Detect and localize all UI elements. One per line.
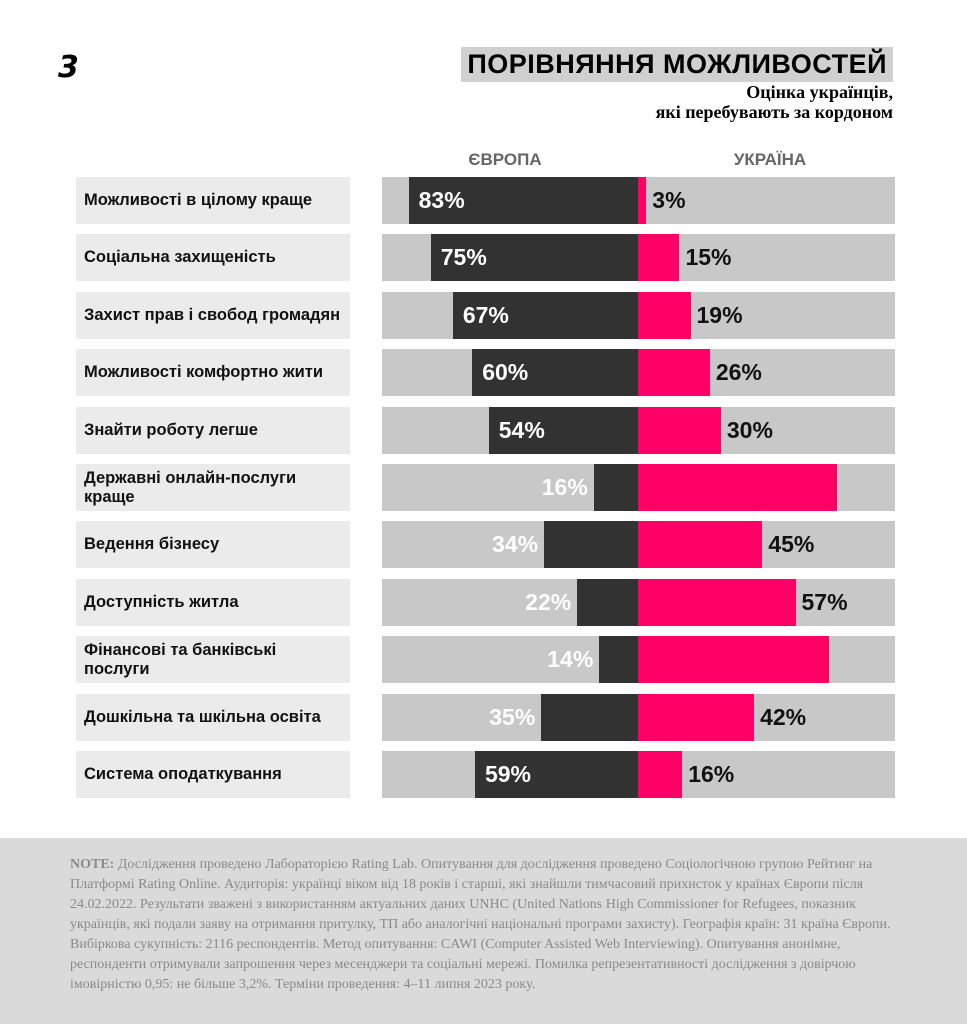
legend-entry: ЄВРОПА xyxy=(468,150,542,169)
legend-entry: УКРАЇНА xyxy=(733,150,807,169)
bar xyxy=(638,349,710,397)
value-label: 15% xyxy=(685,244,732,271)
category-label: Ведення бізнесу xyxy=(76,521,350,569)
bar xyxy=(638,177,647,224)
bar xyxy=(544,521,638,569)
bar xyxy=(638,693,755,741)
subtitle: Оцінка українців, xyxy=(746,82,893,102)
value-label: 42% xyxy=(760,703,807,730)
category-label: Доступність житла xyxy=(76,578,350,626)
note-text: Дослідження проведено Лабораторією Ratin… xyxy=(70,857,891,992)
value-label: 57% xyxy=(801,588,848,615)
bar xyxy=(593,464,638,511)
chart-title: ПОРІВНЯННЯ МОЖЛИВОСТЕЙ xyxy=(461,47,893,82)
bar xyxy=(638,521,763,569)
bar xyxy=(599,636,638,684)
bar xyxy=(430,234,638,282)
category-label: Система оподаткування xyxy=(76,751,350,798)
bar xyxy=(472,349,638,397)
category-label: Можливості комфортно жити xyxy=(76,349,350,397)
logo: 3 xyxy=(58,50,79,85)
value-label: 3% xyxy=(652,187,686,213)
bar xyxy=(638,578,796,626)
note: NOTE: Дослідження проведено Лабораторією… xyxy=(70,855,902,995)
value-label: 22% xyxy=(525,588,572,615)
bar xyxy=(541,693,638,741)
category-label: Знайти роботу легше xyxy=(76,406,350,454)
note-label: NOTE: xyxy=(70,857,115,872)
value-label: 26% xyxy=(715,359,762,386)
value-label: 83% xyxy=(418,187,465,213)
value-label: 34% xyxy=(492,531,539,558)
bar xyxy=(638,291,691,339)
bar xyxy=(638,406,721,454)
value-label: 45% xyxy=(768,531,815,558)
value-label: 19% xyxy=(696,301,743,328)
value-label: 30% xyxy=(726,416,773,443)
value-label: 35% xyxy=(489,703,536,730)
bar xyxy=(638,234,680,282)
value-label: 59% xyxy=(484,761,531,787)
category-label: Фінансові та банківські послуги xyxy=(76,636,350,684)
category-label: Дошкільна та шкільна освіта xyxy=(76,693,350,741)
bar xyxy=(638,751,683,798)
category-label: Соціальна захищеність xyxy=(76,234,350,282)
value-label: 54% xyxy=(498,416,545,443)
category-label: Державні онлайн-послуги краще xyxy=(76,464,350,511)
note-box xyxy=(0,838,967,1024)
bar xyxy=(488,406,638,454)
value-label: 16% xyxy=(541,474,588,500)
bar xyxy=(577,578,638,626)
value-label: 14% xyxy=(547,646,594,673)
bar xyxy=(452,291,638,339)
value-label: 67% xyxy=(462,301,509,328)
value-label: 60% xyxy=(482,359,529,386)
value-label: 16% xyxy=(688,761,735,787)
category-label: Можливості в цілому краще xyxy=(76,177,350,224)
value-label: 75% xyxy=(440,244,487,271)
bar xyxy=(474,751,638,798)
category-label: Захист прав і свобод громадян xyxy=(76,291,350,339)
bar xyxy=(638,464,837,511)
subtitle: які перебувають за кордоном xyxy=(655,102,893,122)
bar xyxy=(638,636,829,684)
bar xyxy=(408,177,638,224)
